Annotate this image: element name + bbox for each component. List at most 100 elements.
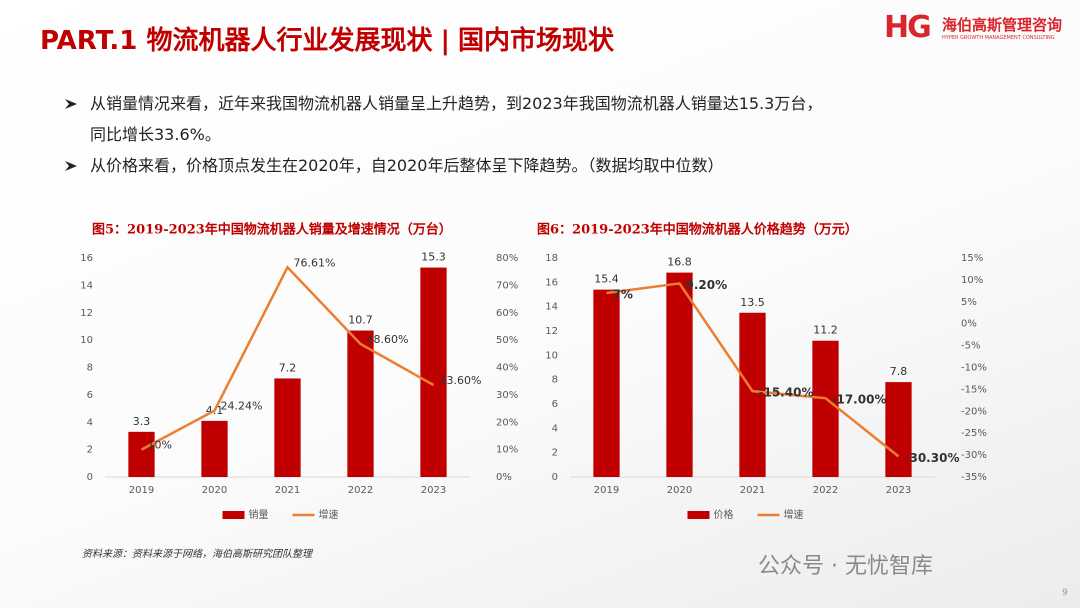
y-tick-label: 14 bbox=[80, 280, 93, 291]
bar bbox=[739, 312, 766, 477]
y-tick-label: 12 bbox=[80, 308, 93, 319]
y2-tick-label: -10% bbox=[961, 363, 987, 374]
chart-title: 图6：2019-2023年中国物流机器人价格趋势（万元） bbox=[537, 222, 858, 238]
bar bbox=[201, 420, 228, 477]
y-tick-label: 0 bbox=[552, 472, 558, 483]
y-tick-label: 12 bbox=[545, 326, 558, 337]
bullet-arrow bbox=[65, 99, 77, 109]
bar-value-label: 7.2 bbox=[279, 361, 297, 374]
legend-label: 增速 bbox=[319, 508, 339, 521]
y2-tick-label: 30% bbox=[496, 390, 518, 401]
page-number: 9 bbox=[1062, 588, 1068, 598]
bar bbox=[128, 431, 155, 477]
line bbox=[140, 265, 435, 451]
y2-tick-label: -35% bbox=[961, 472, 987, 483]
line-value-label: -15.40% bbox=[759, 386, 814, 400]
line bbox=[606, 282, 900, 458]
bar bbox=[420, 267, 447, 477]
logo-name: 海伯高斯管理咨询 bbox=[942, 16, 1063, 34]
title-main: PART.1 物流机器人行业发展现状 bbox=[40, 26, 433, 56]
title-separator: | bbox=[440, 26, 450, 56]
y2-tick-label: -25% bbox=[961, 428, 987, 439]
legend-label: 增速 bbox=[784, 508, 804, 521]
bar-value-label: 13.5 bbox=[740, 296, 765, 309]
y-tick-label: 4 bbox=[87, 417, 93, 428]
y-tick-label: 18 bbox=[545, 253, 558, 264]
x-tick-label: 2019 bbox=[594, 485, 619, 496]
y2-tick-label: 50% bbox=[496, 335, 518, 346]
x-tick-label: 2022 bbox=[348, 485, 373, 496]
bullet: 从销量情况来看，近年来我国物流机器人销量呈上升趋势，到2023年我国物流机器人销… bbox=[64, 88, 824, 150]
logo-english: HYPER GROWTH MANAGEMENT CONSULTING bbox=[942, 35, 1055, 41]
line-value-label: -30.30% bbox=[905, 451, 960, 465]
bar bbox=[593, 289, 620, 477]
x-tick-label: 2021 bbox=[740, 485, 765, 496]
y2-tick-label: 60% bbox=[496, 308, 518, 319]
y-tick-label: 10 bbox=[545, 350, 558, 361]
x-tick-label: 2020 bbox=[667, 485, 692, 496]
bar bbox=[347, 330, 374, 477]
line-value-label: 7% bbox=[613, 288, 633, 302]
y-tick-label: 6 bbox=[552, 399, 558, 410]
bar bbox=[666, 272, 693, 477]
y2-tick-label: 5% bbox=[961, 297, 977, 308]
y2-tick-label: 20% bbox=[496, 417, 518, 428]
bar-value-label: 16.8 bbox=[667, 256, 692, 269]
x-tick-label: 2023 bbox=[421, 485, 446, 496]
title-sub: 国内市场现状 bbox=[457, 26, 614, 56]
bar-value-label: 3.3 bbox=[133, 415, 151, 428]
source-note: 资料来源：资料来源于网络，海伯高斯研究团队整理 bbox=[82, 549, 312, 560]
line-value-label: 48.60% bbox=[367, 333, 409, 346]
x-tick-label: 2022 bbox=[813, 485, 838, 496]
bar-value-label: 15.3 bbox=[421, 251, 446, 264]
y2-tick-label: 80% bbox=[496, 253, 518, 264]
legend-swatch bbox=[687, 511, 710, 519]
y2-tick-label: 0% bbox=[496, 472, 512, 483]
y2-tick-label: 0% bbox=[961, 319, 977, 330]
y2-tick-label: 15% bbox=[961, 253, 983, 264]
y-tick-label: 10 bbox=[80, 335, 93, 346]
legend-label: 价格 bbox=[714, 508, 734, 521]
line-value-label: 76.61% bbox=[294, 256, 336, 269]
y-tick-label: 8 bbox=[552, 375, 558, 386]
y2-tick-label: 70% bbox=[496, 280, 518, 291]
y-tick-label: 0 bbox=[87, 472, 93, 483]
bullet-arrow bbox=[65, 161, 77, 171]
bullet-text: 从销量情况来看，近年来我国物流机器人销量呈上升趋势，到2023年我国物流机器人销… bbox=[90, 94, 823, 144]
y2-tick-label: 10% bbox=[496, 445, 518, 456]
bar bbox=[274, 378, 301, 477]
bar bbox=[885, 382, 912, 477]
y-tick-label: 16 bbox=[80, 253, 93, 264]
y2-tick-label: -15% bbox=[961, 384, 987, 395]
bar-value-label: 7.8 bbox=[890, 365, 908, 378]
bar bbox=[812, 340, 839, 477]
y-tick-label: 4 bbox=[552, 423, 558, 434]
watermark: 公众号 · 无忧智库 bbox=[758, 554, 933, 579]
y-tick-label: 14 bbox=[545, 302, 558, 313]
y2-tick-label: -30% bbox=[961, 450, 987, 461]
slide-title: PART.1 物流机器人行业发展现状 | 国内市场现状 bbox=[40, 20, 622, 57]
x-tick-label: 2020 bbox=[202, 485, 227, 496]
bar-value-label: 15.4 bbox=[594, 273, 619, 286]
line-value-label: -17.00% bbox=[832, 393, 887, 407]
y-tick-label: 2 bbox=[552, 448, 558, 459]
line-value-label: 24.24% bbox=[221, 400, 263, 413]
line-value-label: 9.20% bbox=[686, 278, 728, 292]
bar-value-label: 11.2 bbox=[813, 324, 838, 337]
y2-tick-label: 10% bbox=[961, 275, 983, 286]
y-tick-label: 2 bbox=[87, 445, 93, 456]
line-value-label: 33.60% bbox=[440, 374, 482, 387]
x-tick-label: 2019 bbox=[129, 485, 154, 496]
logo: HG 海伯高斯管理咨询 HYPER GROWTH MANAGEMENT CONS… bbox=[884, 10, 1074, 50]
y2-tick-label: -5% bbox=[961, 341, 980, 352]
line-value-label: 10% bbox=[148, 439, 172, 452]
x-tick-label: 2021 bbox=[275, 485, 300, 496]
y-tick-label: 16 bbox=[545, 277, 558, 288]
y2-tick-label: -20% bbox=[961, 406, 987, 417]
bar-value-label: 10.7 bbox=[348, 314, 373, 327]
bullet-text: 从价格来看，价格顶点发生在2020年，自2020年后整体呈下降趋势。（数据均取中… bbox=[90, 156, 724, 175]
legend-label: 销量 bbox=[249, 508, 269, 521]
y-tick-label: 8 bbox=[87, 363, 93, 374]
